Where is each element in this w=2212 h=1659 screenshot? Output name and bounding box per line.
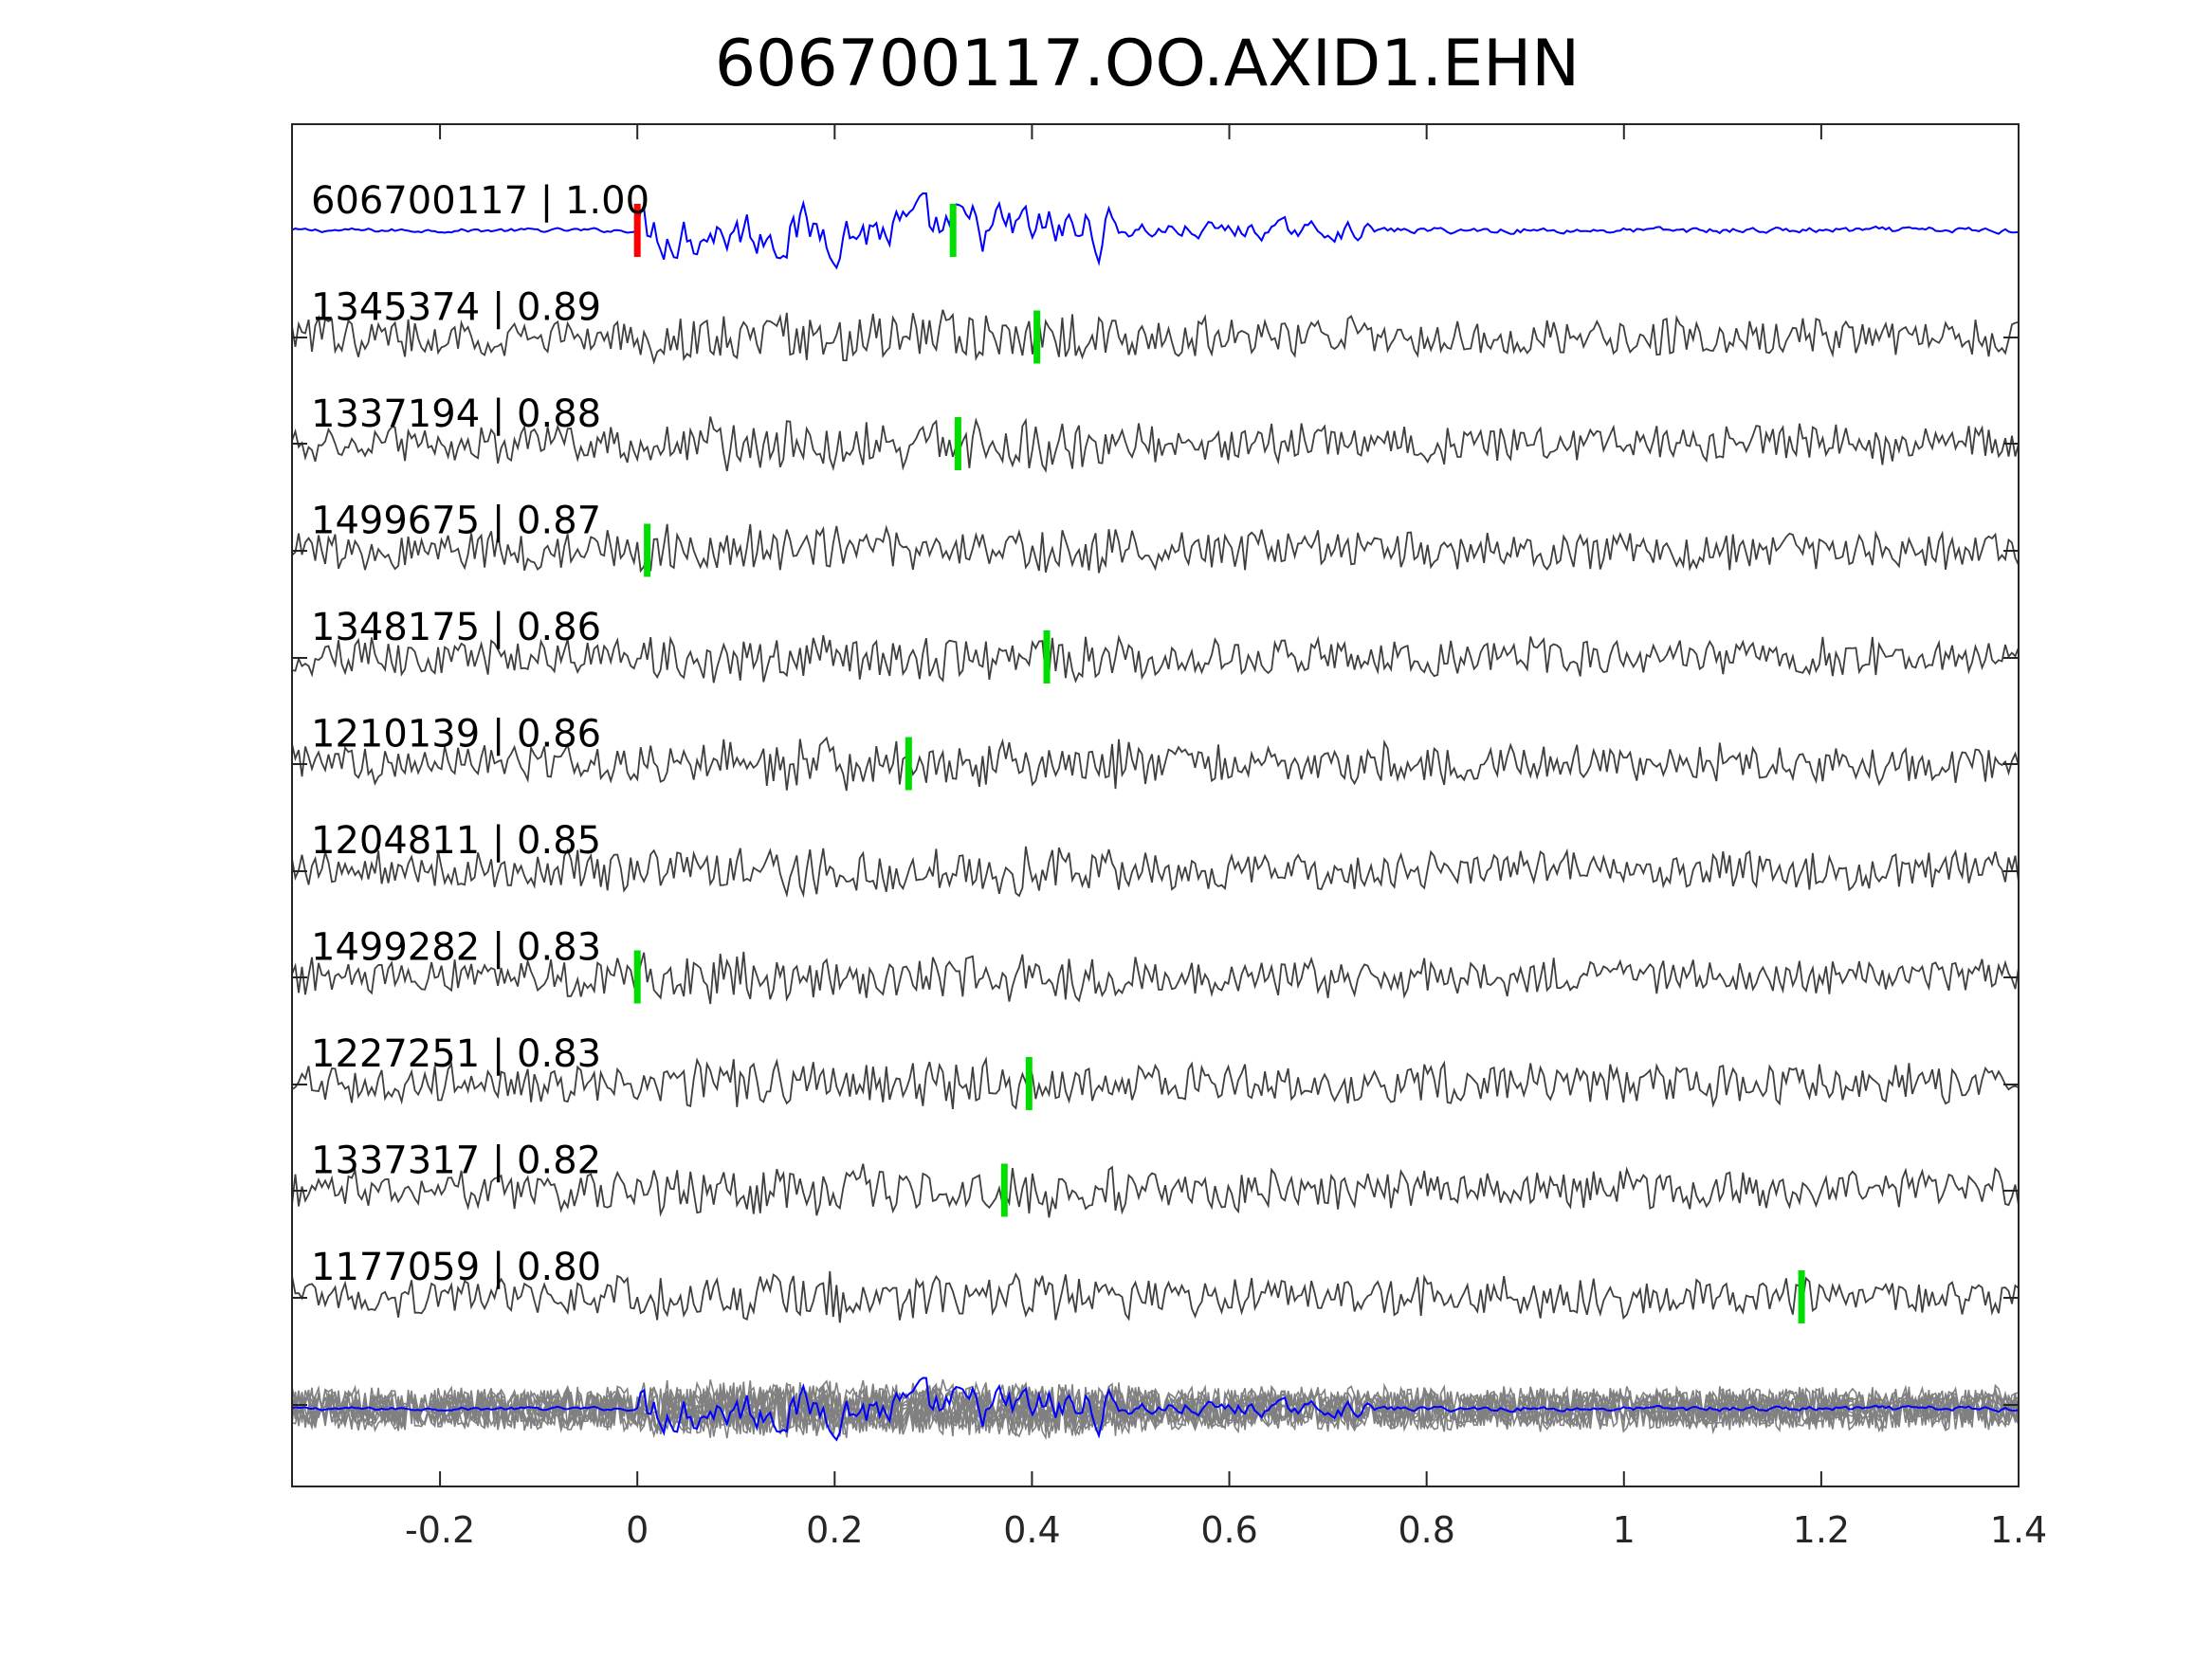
- stacked-traces-group: [291, 1376, 2020, 1442]
- trace-10: [291, 1270, 2020, 1323]
- x-tick-label-0: -0.2: [405, 1509, 475, 1551]
- trace-label-5: 1210139 | 0.86: [311, 713, 601, 757]
- trace-0: [291, 191, 2020, 270]
- trace-label-8: 1227251 | 0.83: [311, 1032, 601, 1076]
- trace-label-2: 1337194 | 0.88: [311, 392, 601, 436]
- axes-background: [292, 124, 2019, 1486]
- trace-4: [291, 634, 2020, 684]
- trace-label-0: 606700117 | 1.00: [311, 179, 649, 223]
- x-tick-label-7: 1.2: [1793, 1509, 1850, 1551]
- trace-label-1: 1345374 | 0.89: [311, 286, 601, 330]
- trace-label-10: 1177059 | 0.80: [311, 1246, 601, 1289]
- trace-6: [291, 846, 2020, 899]
- x-tick-label-6: 1: [1613, 1509, 1636, 1551]
- trace-label-7: 1499282 | 0.83: [311, 926, 601, 970]
- trace-5: [291, 736, 2020, 792]
- x-tick-label-5: 0.8: [1398, 1509, 1454, 1551]
- stack-reference-trace: [291, 1376, 2020, 1442]
- x-tick-label-1: 0: [626, 1509, 649, 1551]
- trace-label-9: 1337317 | 0.82: [311, 1139, 601, 1183]
- plot-area: 606700117 | 1.00 1345374 | 0.89 1337194 | …: [291, 123, 2047, 1551]
- stack-trace-10: [291, 1380, 2020, 1437]
- picks-group: [633, 204, 1805, 1323]
- trace-label-6: 1204811 | 0.85: [311, 819, 601, 863]
- trace-3: [291, 523, 2020, 574]
- trace-2: [291, 416, 2020, 474]
- trace-label-4: 1348175 | 0.86: [311, 606, 601, 649]
- trace-7: [291, 951, 2020, 1005]
- x-axis: -0.2 0 0.2 0.4 0.6 0.8 1 1.2 1.4: [405, 124, 2047, 1551]
- x-tick-label-4: 0.6: [1200, 1509, 1257, 1551]
- trace-1: [291, 309, 2020, 365]
- x-tick-label-8: 1.4: [1990, 1509, 2047, 1551]
- trace-label-3: 1499675 | 0.87: [311, 500, 601, 543]
- traces-group: [291, 191, 2020, 1323]
- chart-title: 606700117.OO.AXID1.EHN: [715, 27, 1580, 101]
- axes-box: [291, 123, 2020, 1487]
- trace-9: [291, 1163, 2020, 1218]
- y-ticks-group: [292, 337, 2019, 1406]
- x-tick-label-2: 0.2: [806, 1509, 863, 1551]
- trace-labels-group: 606700117 | 1.00 1345374 | 0.89 1337194 | …: [311, 179, 649, 1289]
- stack-trace-9: [291, 1379, 2020, 1439]
- x-tick-label-3: 0.4: [1003, 1509, 1060, 1551]
- trace-8: [291, 1055, 2020, 1110]
